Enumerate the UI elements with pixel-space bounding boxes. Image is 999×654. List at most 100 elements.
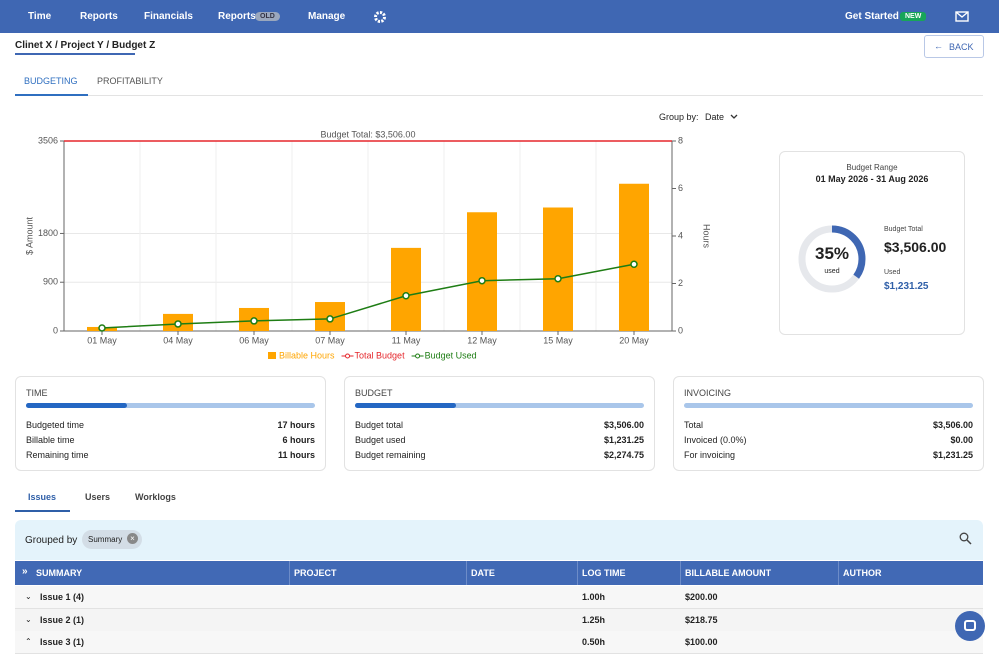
group-by-label: Group by: bbox=[659, 112, 699, 122]
y-tick-label: 0 bbox=[53, 325, 58, 335]
row-toggle[interactable]: ⌄ bbox=[25, 614, 32, 624]
chip-label: Summary bbox=[88, 535, 123, 544]
stat-title: BUDGET bbox=[355, 388, 393, 398]
total-label: Budget Total bbox=[884, 226, 923, 233]
y2-tick-label: 2 bbox=[678, 278, 683, 288]
tab-active[interactable]: BUDGETING bbox=[24, 76, 78, 86]
range: 01 May 2026 - 31 Aug 2026 bbox=[815, 174, 929, 184]
column-header[interactable]: SUMMARY bbox=[36, 568, 83, 578]
lower-tab[interactable]: Users bbox=[85, 492, 111, 502]
column-divider bbox=[680, 561, 681, 585]
column-header[interactable]: BILLABLE AMOUNT bbox=[685, 568, 772, 578]
top-nav: Time Reports Financials Reports OLD Mana… bbox=[0, 0, 999, 33]
range-label: Budget Range bbox=[846, 163, 898, 172]
settings-icon[interactable] bbox=[373, 10, 387, 24]
expand-icon: » bbox=[22, 566, 28, 577]
tab[interactable]: PROFITABILITY bbox=[97, 76, 163, 86]
y2-tick-label: 0 bbox=[678, 325, 683, 335]
bar bbox=[543, 207, 573, 331]
y2-tick-label: 4 bbox=[678, 230, 683, 240]
stat-value: $0.00 bbox=[950, 435, 973, 445]
cell-summary: Issue 1 (4) bbox=[40, 592, 85, 602]
stat-label: Budget remaining bbox=[355, 450, 426, 460]
search-icon[interactable] bbox=[959, 532, 972, 545]
chip[interactable]: Summary × bbox=[82, 530, 142, 549]
x-tick-label: 01 May bbox=[87, 335, 117, 345]
marker bbox=[250, 317, 258, 325]
stat-value: 17 hours bbox=[277, 420, 315, 430]
x-tick-label: 15 May bbox=[543, 335, 573, 345]
row-toggle[interactable]: ⌄ bbox=[25, 592, 32, 601]
nav-item[interactable]: Manage bbox=[308, 11, 346, 22]
marker bbox=[326, 315, 334, 323]
tab-divider bbox=[15, 95, 983, 96]
cell-summary: Issue 2 (1) bbox=[40, 614, 85, 625]
group-panel: Grouped by Summary × bbox=[15, 520, 983, 560]
column-header[interactable]: DATE bbox=[471, 568, 495, 578]
nav-item[interactable]: Reports bbox=[218, 11, 256, 22]
progress-fill bbox=[355, 403, 457, 408]
x-tick-label: 20 May bbox=[619, 335, 649, 345]
table-header bbox=[15, 561, 983, 585]
budget-card: Budget Range 01 May 2026 - 31 Aug 2026 3… bbox=[779, 151, 965, 335]
breadcrumb: Clinet X / Project Y / Budget Z bbox=[15, 40, 156, 51]
used: $1,231.25 bbox=[884, 281, 929, 292]
stat-label: Budgeted time bbox=[26, 420, 85, 430]
stat-label: Budget total bbox=[355, 420, 404, 430]
stat-label: Total bbox=[684, 420, 704, 430]
y-tick-label: 900 bbox=[43, 277, 58, 287]
stat-card: TIME Budgeted time 17 hours Billable time 6 … bbox=[15, 376, 326, 471]
breadcrumb-underline bbox=[15, 53, 135, 55]
marker bbox=[98, 324, 106, 332]
stat-label: Invoiced (0.0%) bbox=[684, 435, 747, 445]
stat-value: $2,274.75 bbox=[603, 450, 644, 460]
row-toggle[interactable]: ⌃ bbox=[25, 637, 32, 646]
legend-swatch bbox=[268, 352, 276, 359]
bar bbox=[619, 183, 649, 331]
y2-tick-label: 8 bbox=[678, 135, 683, 145]
lower-tab[interactable]: Worklogs bbox=[135, 492, 176, 502]
back-button[interactable]: ← BACK bbox=[924, 35, 984, 58]
cell-log-time: 1.00h bbox=[582, 592, 606, 602]
y-axis-label: $ Amount bbox=[24, 216, 34, 255]
stat-title: TIME bbox=[26, 388, 48, 398]
legend-label: Budget Used bbox=[425, 350, 477, 360]
stat-value: $1,231.25 bbox=[932, 450, 973, 460]
cell-billable: $218.75 bbox=[685, 614, 718, 625]
progress-track bbox=[26, 403, 315, 408]
stat-label: For invoicing bbox=[684, 450, 736, 460]
nav-item[interactable]: Financials bbox=[144, 11, 193, 22]
percent-caption: used bbox=[824, 268, 840, 275]
chevron bbox=[730, 114, 738, 119]
stat-card: INVOICING Total $3,506.00 Invoiced (0.0%) $0… bbox=[673, 376, 984, 471]
stat-value: $1,231.25 bbox=[603, 435, 644, 445]
stat-value: $3,506.00 bbox=[932, 420, 973, 430]
column-divider bbox=[838, 561, 839, 585]
percent: 35% bbox=[814, 244, 850, 263]
grouped-label: Grouped by bbox=[25, 535, 78, 546]
marker bbox=[630, 260, 638, 269]
marker bbox=[402, 292, 410, 300]
lower-tab-active[interactable]: Issues bbox=[28, 492, 57, 502]
back-label[interactable]: BACK bbox=[949, 42, 974, 52]
nav-item[interactable]: Time bbox=[28, 11, 52, 22]
stat-value: $3,506.00 bbox=[603, 420, 644, 430]
column-header[interactable]: PROJECT bbox=[294, 568, 337, 578]
x-tick-label: 04 May bbox=[163, 335, 193, 345]
stat-card: BUDGET Budget total $3,506.00 Budget used $1… bbox=[344, 376, 655, 471]
mail-icon[interactable] bbox=[955, 11, 969, 22]
cell-summary: Issue 3 (1) bbox=[40, 637, 85, 647]
column-header[interactable]: LOG TIME bbox=[582, 568, 626, 578]
nav-item[interactable]: Reports bbox=[80, 11, 118, 22]
chat-button[interactable] bbox=[955, 611, 985, 641]
column-header[interactable]: AUTHOR bbox=[843, 568, 882, 578]
cell-log-time: 1.25h bbox=[582, 614, 606, 625]
old-badge: OLD bbox=[255, 12, 280, 21]
lower-tab-underline bbox=[15, 510, 70, 512]
progress-fill bbox=[26, 403, 128, 408]
chart: 0 900 1800 3506 0 2 4 6 8 01 May 04 May 06 May 07 Ma… bbox=[24, 129, 712, 360]
y2-axis-label: Hours bbox=[702, 224, 712, 249]
group-by-select[interactable]: Date bbox=[705, 112, 725, 122]
get-started[interactable]: Get Started bbox=[845, 11, 899, 22]
progress-track bbox=[355, 403, 644, 408]
